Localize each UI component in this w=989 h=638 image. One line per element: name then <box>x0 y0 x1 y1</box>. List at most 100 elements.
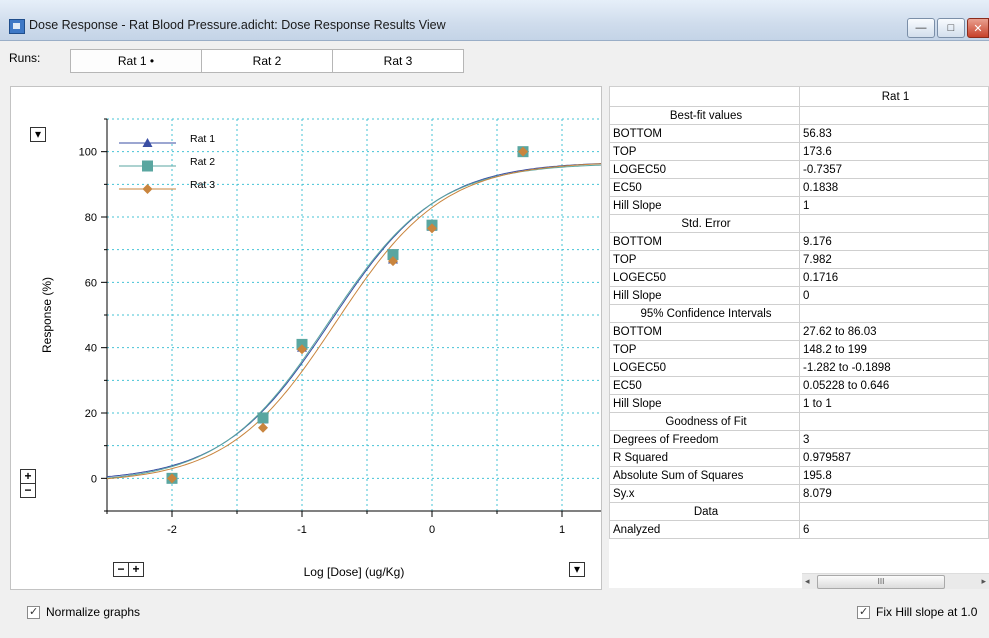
row-value-cell: -1.282 to -0.1898 <box>799 358 989 377</box>
table-row[interactable]: BOTTOM 56.83 <box>609 124 989 143</box>
table-section-row[interactable]: Best-fit values <box>609 106 989 125</box>
scroll-right-icon[interactable]: ▸ <box>981 576 986 586</box>
table-row[interactable]: Analyzed 6 <box>609 520 989 539</box>
row-value-cell <box>799 412 989 431</box>
row-name-cell: LOGEC50 <box>609 268 800 287</box>
table-row[interactable]: Sy.x 8.079 <box>609 484 989 503</box>
fit-curve-rat-2 <box>106 164 601 479</box>
x-axis-label: Log [Dose] (ug/Kg) <box>304 565 405 579</box>
fix-hill-slope-option[interactable]: Fix Hill slope at 1.0 <box>857 605 977 619</box>
row-value-cell: 56.83 <box>799 124 989 143</box>
table-section-row[interactable]: 95% Confidence Intervals <box>609 304 989 323</box>
row-name-cell: Goodness of Fit <box>609 412 800 431</box>
y-tick-label: 80 <box>85 212 97 224</box>
scroll-left-icon[interactable]: ◂ <box>805 576 810 586</box>
row-name-cell: TOP <box>609 142 800 161</box>
row-name-cell: BOTTOM <box>609 322 800 341</box>
row-value-cell <box>799 502 989 521</box>
x-zoom-in-button[interactable]: + <box>128 562 144 577</box>
data-point-rat-3 <box>297 344 307 355</box>
title-bar: Dose Response - Rat Blood Pressure.adich… <box>0 0 989 41</box>
row-value-cell: 0 <box>799 286 989 305</box>
row-value-cell: 9.176 <box>799 232 989 251</box>
row-name-cell: Analyzed <box>609 520 800 539</box>
table-row[interactable]: EC50 0.05228 to 0.646 <box>609 376 989 395</box>
row-name-cell: BOTTOM <box>609 232 800 251</box>
row-value-cell: 27.62 to 86.03 <box>799 322 989 341</box>
row-name-cell: Hill Slope <box>609 196 800 215</box>
chart-legend: Rat 1 Rat 2 Rat 3 <box>119 133 215 191</box>
row-name-cell: LOGEC50 <box>609 160 800 179</box>
table-row[interactable]: BOTTOM 27.62 to 86.03 <box>609 322 989 341</box>
table-row[interactable]: Absolute Sum of Squares 195.8 <box>609 466 989 485</box>
fix-hill-slope-label: Fix Hill slope at 1.0 <box>876 605 978 619</box>
table-row[interactable]: Hill Slope 1 to 1 <box>609 394 989 413</box>
row-value-cell: 7.982 <box>799 250 989 269</box>
table-row[interactable]: BOTTOM 9.176 <box>609 232 989 251</box>
maximize-button[interactable]: □ <box>937 18 965 38</box>
dose-response-chart[interactable]: 0 20 40 60 80 100 -2 -1 0 1 Log [Dose] (ug/Kg) Resp… <box>11 87 601 589</box>
normalize-graphs-option[interactable]: Normalize graphs <box>27 605 140 619</box>
table-row[interactable]: R Squared 0.979587 <box>609 448 989 467</box>
runs-label: Runs: <box>9 51 41 65</box>
table-row[interactable]: LOGEC50 -0.7357 <box>609 160 989 179</box>
y-zoom-in-button[interactable]: + <box>20 469 36 484</box>
table-row[interactable]: TOP 7.982 <box>609 250 989 269</box>
x-tick-label: -2 <box>167 524 177 536</box>
minimize-button[interactable]: — <box>907 18 935 38</box>
table-section-row[interactable]: Goodness of Fit <box>609 412 989 431</box>
table-row[interactable]: EC50 0.1838 <box>609 178 989 197</box>
x-zoom-out-button[interactable]: − <box>113 562 129 577</box>
table-row[interactable]: LOGEC50 0.1716 <box>609 268 989 287</box>
row-value-cell: 6 <box>799 520 989 539</box>
table-row[interactable]: Hill Slope 0 <box>609 286 989 305</box>
x-tick-label: 0 <box>429 524 435 536</box>
results-table: Rat 1 Best-fit values BOTTOM 56.83 TOP 173.6… <box>609 86 989 539</box>
row-name-cell: Absolute Sum of Squares <box>609 466 800 485</box>
row-value-cell: 0.05228 to 0.646 <box>799 376 989 395</box>
x-axis-menu-button[interactable]: ▾ <box>569 562 585 577</box>
row-value-cell <box>799 304 989 323</box>
row-value-cell <box>799 106 989 125</box>
row-name-cell: Hill Slope <box>609 394 800 413</box>
scrollbar-thumb[interactable]: III <box>817 575 945 589</box>
table-section-row[interactable]: Data <box>609 502 989 521</box>
table-section-row[interactable]: Std. Error <box>609 214 989 233</box>
row-name-cell: Hill Slope <box>609 286 800 305</box>
table-row[interactable]: Hill Slope 1 <box>609 196 989 215</box>
row-name-cell: TOP <box>609 250 800 269</box>
row-value-cell <box>799 214 989 233</box>
x-tick-label: -1 <box>297 524 307 536</box>
row-value-cell: 1 to 1 <box>799 394 989 413</box>
run-tab-rat-3[interactable]: Rat 3 <box>332 49 464 73</box>
fix-hill-slope-checkbox[interactable] <box>857 605 870 619</box>
legend-label: Rat 2 <box>190 156 215 168</box>
normalize-graphs-checkbox[interactable] <box>27 605 40 619</box>
fit-curve-rat-1 <box>106 163 601 478</box>
y-tick-label: 20 <box>85 408 97 420</box>
horizontal-scrollbar[interactable]: ◂ III ▸ <box>802 573 989 589</box>
y-zoom-out-button[interactable]: − <box>20 483 36 498</box>
row-name-cell: Std. Error <box>609 214 800 233</box>
legend-label: Rat 1 <box>190 133 215 145</box>
x-tick-label: 1 <box>559 524 565 536</box>
window-title: Dose Response - Rat Blood Pressure.adich… <box>29 18 446 32</box>
table-row[interactable]: TOP 148.2 to 199 <box>609 340 989 359</box>
row-name-cell: Sy.x <box>609 484 800 503</box>
y-axis-menu-button[interactable]: ▾ <box>30 127 46 142</box>
results-table-panel: Rat 1 Best-fit values BOTTOM 56.83 TOP 173.6… <box>609 86 989 589</box>
table-row[interactable]: TOP 173.6 <box>609 142 989 161</box>
row-value-cell: 0.979587 <box>799 448 989 467</box>
run-tab-rat-1[interactable]: Rat 1 • <box>70 49 202 73</box>
row-value-cell: 0.1838 <box>799 178 989 197</box>
y-axis-label: Response (%) <box>40 277 54 353</box>
legend-marker <box>142 138 153 147</box>
table-row[interactable]: Degrees of Freedom 3 <box>609 430 989 449</box>
table-row[interactable]: LOGEC50 -1.282 to -0.1898 <box>609 358 989 377</box>
legend-label: Rat 3 <box>190 179 215 191</box>
run-tab-rat-2[interactable]: Rat 2 <box>201 49 333 73</box>
row-value-cell: 173.6 <box>799 142 989 161</box>
close-button[interactable]: ✕ <box>967 18 989 38</box>
row-name-cell: BOTTOM <box>609 124 800 143</box>
grid-lines <box>106 118 601 512</box>
